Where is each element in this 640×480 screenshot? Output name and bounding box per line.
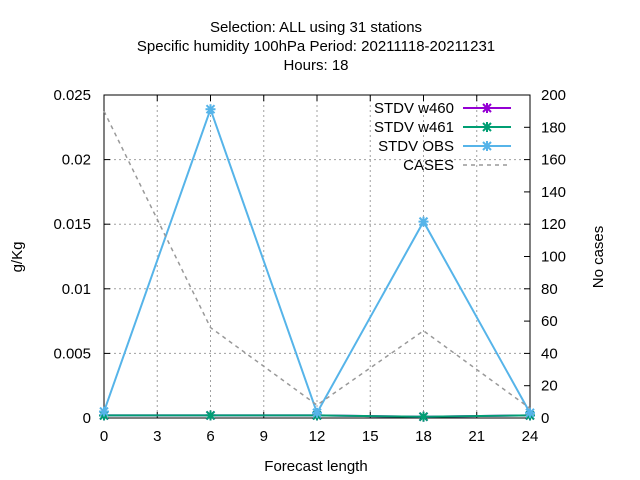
x-tick-label: 0 [100,428,108,445]
legend-entry-stdv-w461: STDV w461 [374,119,511,136]
y-tick-label: 0.025 [53,87,91,104]
x-tick-label: 18 [415,428,432,445]
x-axis-label: Forecast length [264,458,367,475]
y2-axis-label: No cases [590,226,607,289]
y2-tick-label: 0 [541,410,549,427]
series-line [103,110,531,409]
legend-marker [482,141,492,151]
data-point [525,407,535,418]
data-point [205,104,216,115]
legend-entry-stdv-obs: STDV OBS [378,138,511,155]
legend-entry-cases: CASES [403,157,511,174]
x-tick-label: 6 [206,428,214,445]
data-point [205,410,216,421]
y2-tick-label: 80 [541,281,558,298]
grid [104,95,530,418]
chart-title-line-1: Selection: ALL using 31 stations [210,19,422,36]
legend-label: CASES [403,157,454,174]
axis-ticks: 0 3 6 9 12 15 18 21 2400.0050.010.0150.020.02502… [53,87,566,445]
data-point [418,411,429,422]
y2-tick-label: 20 [541,378,558,395]
data-point [312,407,322,418]
y-tick-label: 0.01 [62,281,91,298]
y-axis-label: g/Kg [9,242,26,273]
chart-title-line-3: Hours: 18 [283,57,348,74]
legend-entry-stdv-w460: STDV w460 [374,100,511,117]
legend-label: STDV w460 [374,100,454,117]
y2-tick-label: 180 [541,119,566,136]
y2-tick-label: 200 [541,87,566,104]
y-tick-label: 0.02 [62,152,91,169]
data-point [418,216,429,227]
x-tick-label: 21 [468,428,485,445]
x-tick-label: 12 [309,428,326,445]
series-cases [103,110,531,409]
y-tick-label: 0.015 [53,216,91,233]
x-tick-label: 9 [260,428,268,445]
y2-tick-label: 60 [541,313,558,330]
x-tick-label: 24 [522,428,539,445]
x-tick-label: 3 [153,428,161,445]
y2-tick-label: 160 [541,152,566,169]
series-stdv-obs [99,104,535,418]
y2-tick-label: 40 [541,345,558,362]
legend-marker [482,122,492,132]
y2-tick-label: 100 [541,249,566,266]
y-tick-label: 0 [83,410,91,427]
y2-tick-label: 120 [541,216,566,233]
y-tick-label: 0.005 [53,345,91,362]
chart-title: Selection: ALL using 31 stations Specifi… [137,19,495,74]
y2-tick-label: 140 [541,184,566,201]
legend-marker [482,103,492,113]
series-layer [99,104,535,422]
legend: STDV w460 STDV w461 STDV OBS CASES [374,100,511,174]
x-tick-label: 15 [362,428,379,445]
data-point [99,406,109,417]
legend-label: STDV w461 [374,119,454,136]
legend-label: STDV OBS [378,138,454,155]
chart-title-line-2: Specific humidity 100hPa Period: 2021111… [137,38,495,55]
